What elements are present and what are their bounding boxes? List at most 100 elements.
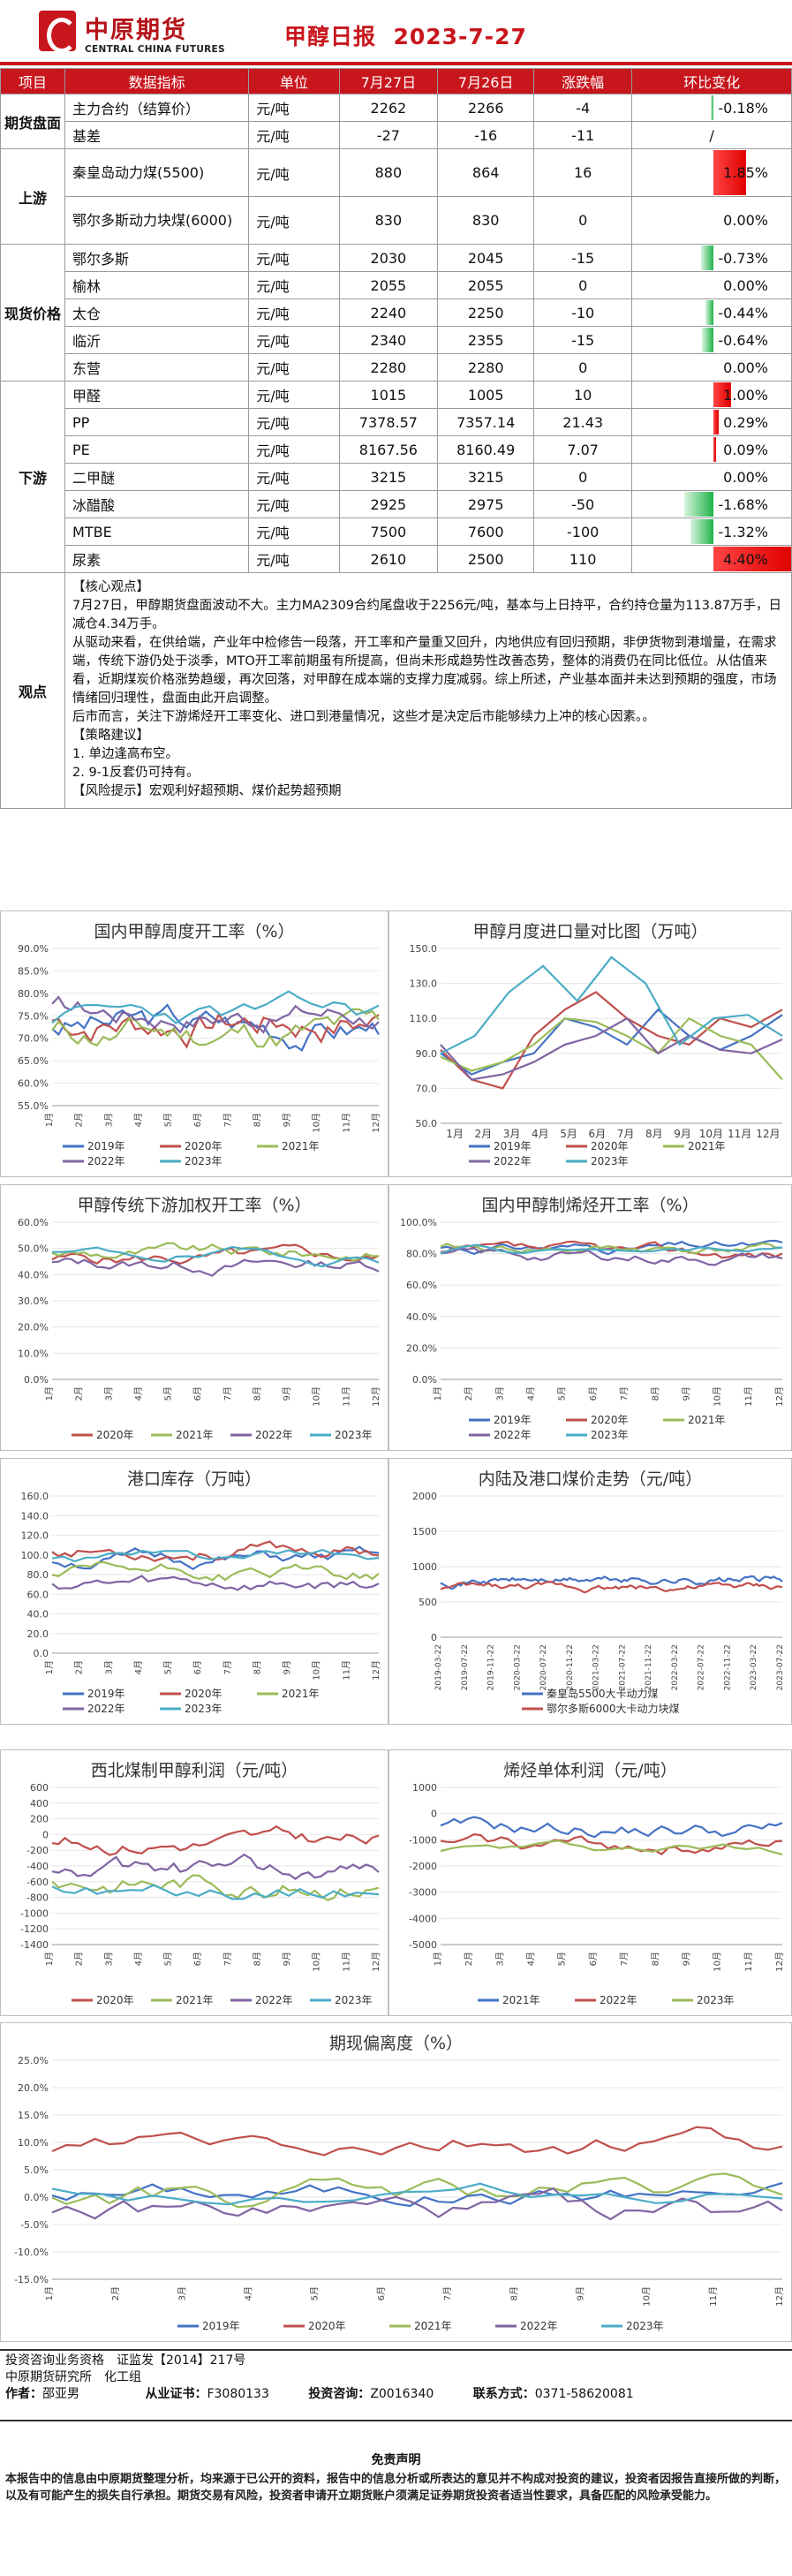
indicator-name: 太仓: [64, 298, 250, 327]
legend-label: 2020年: [185, 1140, 223, 1152]
x-tick-label: 12月: [371, 1660, 381, 1681]
header-divider: [0, 62, 792, 65]
unit: 元/吨: [248, 517, 340, 546]
chart-coal-price: 内陆及港口煤价走势（元/吨） 2000 1500 1000 500 0 2019-03-22…: [388, 1458, 792, 1725]
x-tick-label: 12月: [774, 2286, 785, 2307]
inv: Z0016340: [370, 2387, 434, 2401]
col-header: 涨跌幅: [533, 68, 633, 94]
x-tick-label: 3月: [103, 1386, 114, 1401]
x-tick-label: 6月: [192, 1386, 203, 1401]
series-line: [51, 1575, 380, 1591]
col-header: 单位: [248, 68, 340, 94]
chart-title: 期现偏离度（%）: [328, 2034, 464, 2053]
pct-change-value: -0.64%: [718, 331, 768, 349]
chart-port-inventory: 港口库存（万吨） 160.0 140.0 120.0 100.0 80.0 60.0 40.0…: [0, 1458, 388, 1725]
legend-label: 2022年: [494, 1155, 532, 1167]
value-today: 2240: [338, 298, 439, 327]
x-tick-label: 6月: [588, 1386, 599, 1401]
indicator-name: 二甲醚: [64, 463, 250, 491]
pct-change-value: -1.32%: [718, 523, 768, 540]
pct-change-value: 0.09%: [723, 441, 768, 458]
x-tick-label: 2020-03-22: [513, 1644, 522, 1690]
y-tick-label: 0: [42, 1829, 49, 1840]
x-tick-label: 8月: [509, 2286, 519, 2300]
y-tick-label: 110.0: [410, 1013, 438, 1024]
legend-label: 2019年: [202, 2320, 240, 2332]
x-tick-label: 5月: [310, 2286, 321, 2300]
value-prev: 830: [437, 196, 535, 245]
x-tick-label: 6月: [192, 1952, 203, 1966]
value-prev: 1005: [437, 381, 535, 409]
value-prev: 2355: [437, 326, 535, 354]
indicator-name: 尿素: [64, 545, 250, 573]
x-tick-label: 8月: [252, 1113, 262, 1127]
pct-change-bar: 1.00%: [631, 381, 792, 409]
disclaimer-title: 免责声明: [371, 2453, 421, 2467]
y-tick-label: 70.0%: [18, 1033, 49, 1045]
legend-label: 2019年: [87, 1140, 125, 1152]
x-tick-label: 10月: [699, 1128, 723, 1140]
x-tick-label: 5月: [163, 1113, 174, 1127]
view-text: 【核心观点】 7月27日，甲醇期货盘面波动不大。主力MA2309合约尾盘收于225…: [64, 572, 792, 809]
bar-fill: [702, 328, 714, 352]
y-tick-label: 20.0: [27, 1628, 49, 1640]
table-row: 二甲醚 元/吨 3215 3215 0 0.00%: [1, 463, 792, 491]
x-tick-label: 2020-07-22: [539, 1644, 548, 1690]
y-tick-label: -800: [26, 1892, 49, 1904]
y-tick-label: 60.0%: [18, 1217, 49, 1228]
pct-change-bar: 0.09%: [631, 435, 792, 464]
view-paragraph: 后市而言，关注下游烯烃开工率变化、进口到港量情况，这些才是决定后市能够续力上冲的…: [72, 710, 655, 724]
chart-coal-methanol-profit: 西北煤制甲醇利润（元/吨） 600 400 200 0 -200 -400 -600 -800 -…: [0, 1749, 388, 2016]
value-today: 2610: [338, 545, 439, 573]
chart-title: 国内甲醇制烯烃开工率（%）: [481, 1196, 699, 1215]
change: -4: [533, 94, 633, 122]
x-tick-label: 1月: [44, 1952, 55, 1966]
table-row: 太仓 元/吨 2240 2250 -10 -0.44%: [1, 298, 792, 327]
x-tick-label: 7月: [223, 1952, 233, 1966]
x-tick-label: 2019-11-22: [487, 1644, 496, 1690]
x-tick-label: 7月: [223, 1113, 233, 1127]
unit: 元/吨: [248, 353, 340, 381]
pct-change-bar: 0.00%: [631, 196, 792, 245]
pct-change-value: 0.00%: [723, 468, 768, 486]
value-prev: 2500: [437, 545, 535, 573]
pct-change-value: 0.00%: [723, 359, 768, 376]
x-tick-label: 4月: [133, 1113, 144, 1127]
x-tick-label: 3月: [494, 1952, 505, 1966]
col-header: 7月27日: [338, 68, 439, 94]
pct-change-value: 0.00%: [723, 276, 768, 294]
value-today: 7500: [338, 517, 439, 546]
legend-label: 2023年: [335, 1429, 373, 1441]
x-tick-label: 9月: [681, 1386, 691, 1401]
x-tick-label: 2月: [74, 1386, 85, 1401]
y-tick-label: -2000: [409, 1861, 437, 1872]
footer-divider: [0, 2349, 792, 2351]
x-tick-label: 10月: [713, 1952, 723, 1972]
series-line: [51, 1245, 380, 1268]
y-tick-label: 60.0%: [18, 1078, 49, 1090]
pct-change-bar: -0.64%: [631, 326, 792, 354]
y-tick-label: -400: [26, 1861, 49, 1872]
change: -50: [533, 490, 633, 518]
y-tick-label: 100.0: [21, 1550, 49, 1561]
value-prev: 2045: [437, 244, 535, 272]
pct-change-value: 4.40%: [723, 550, 768, 568]
indicator-name: MTBE: [64, 517, 250, 546]
table-row: 临沂 元/吨 2340 2355 -15 -0.64%: [1, 326, 792, 354]
view-paragraph: 从驱动来看，在供给端，产业年中检修告一段落，开工率和产量重又回升，内地供应有回归…: [72, 636, 777, 706]
chart-basis-deviation: 期现偏离度（%） 25.0% 20.0% 15.0% 10.0% 5.0% 0.0% -5.0…: [0, 2022, 792, 2342]
bar-fill: [713, 382, 732, 407]
table-row: PE 元/吨 8167.56 8160.49 7.07 0.09%: [1, 435, 792, 464]
bar-fill: [705, 300, 714, 325]
x-tick-label: 4月: [526, 1386, 537, 1401]
x-tick-label: 4月: [133, 1952, 144, 1966]
x-tick-label: 3月: [503, 1128, 521, 1140]
bar-fill: [710, 95, 714, 120]
series-line: [51, 990, 380, 1024]
x-tick-label: 9月: [282, 1386, 292, 1401]
chart-olefin-profit: 烯烃单体利润（元/吨） 1000 0 -1000 -2000 -3000 -4000 -500…: [388, 1749, 792, 2016]
unit: 元/吨: [248, 94, 340, 122]
y-tick-label: 70.0: [416, 1083, 438, 1094]
legend-label: 2021年: [282, 1688, 320, 1700]
bar-fill: [713, 547, 792, 571]
